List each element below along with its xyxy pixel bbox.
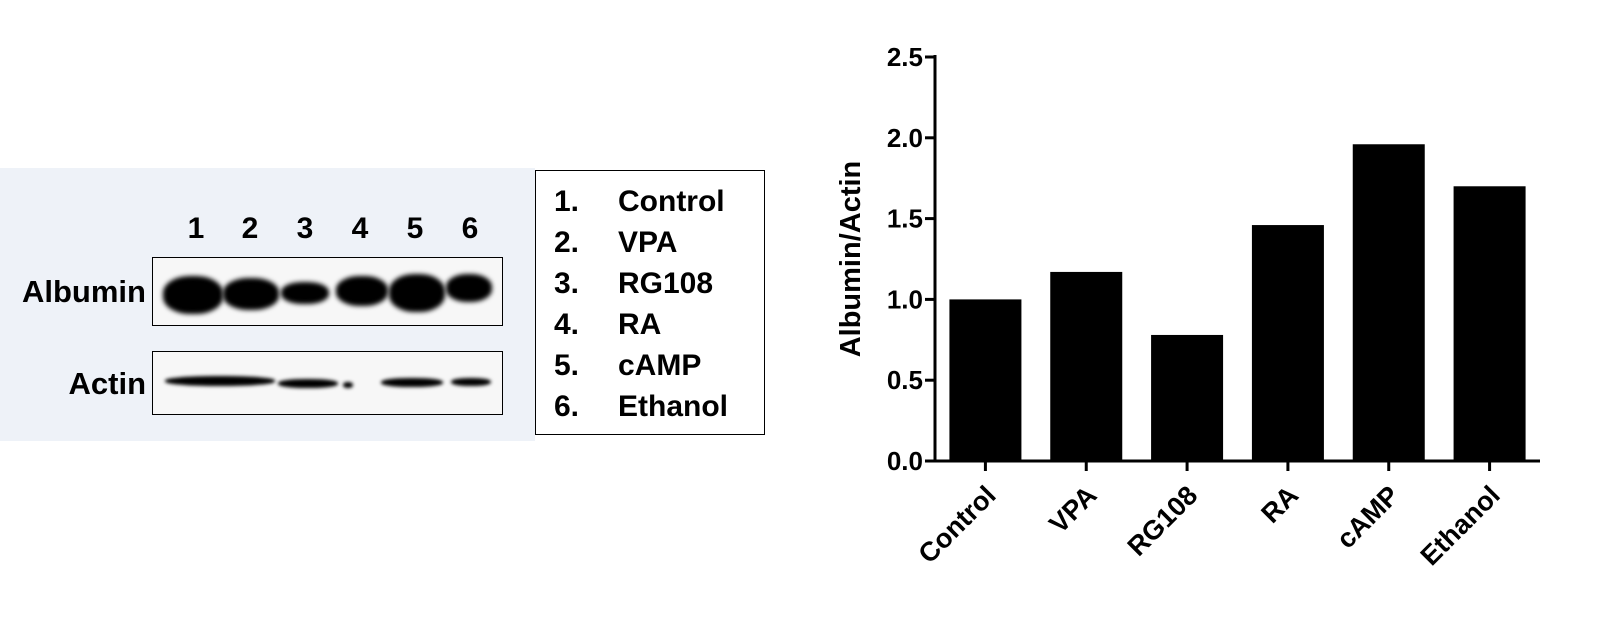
lane-label: 5: [406, 212, 424, 245]
lane-label: 3: [296, 212, 314, 245]
albumin-blot-image: [152, 257, 503, 326]
x-tick-label: VPA: [1043, 480, 1102, 539]
bar-rg108: [1151, 334, 1224, 461]
legend-item: 3. RG108: [554, 267, 714, 300]
actin-band: [165, 376, 275, 386]
actin-band: [381, 378, 443, 387]
actin-band: [451, 378, 491, 386]
x-tick-label: RA: [1255, 480, 1304, 529]
actin-row-label: Actin: [68, 366, 147, 401]
lane-label: 1: [187, 212, 205, 245]
legend-item: 1. Control: [554, 185, 725, 218]
legend-item: 6. Ethanol: [554, 390, 728, 423]
y-axis-label: Albumin/Actin: [835, 161, 867, 358]
actin-band: [278, 379, 338, 388]
y-tick-label: 0.0: [887, 446, 923, 476]
albumin-band: [223, 278, 279, 310]
y-tick-label: 1.0: [887, 284, 923, 314]
actin-blot-image: [152, 351, 503, 415]
legend-item: 4. RA: [554, 308, 662, 341]
albumin-band: [163, 276, 223, 314]
bar-ethanol: [1453, 186, 1526, 461]
albumin-band: [389, 274, 445, 312]
albumin-band: [281, 282, 329, 304]
lane-label: 2: [241, 212, 259, 245]
bar-vpa: [1050, 271, 1123, 461]
legend-item: 2. VPA: [554, 226, 678, 259]
y-tick-label: 2.5: [887, 42, 923, 72]
y-tick-label: 1.5: [887, 204, 923, 234]
bar-control: [949, 299, 1022, 461]
y-tick-label: 2.0: [887, 123, 923, 153]
x-tick-label: Control: [913, 480, 1002, 569]
lane-legend: 1. Control 2. VPA 3. RG108 4. RA 5. cAMP 6. Et…: [535, 170, 765, 435]
lane-label: 6: [461, 212, 479, 245]
bar-ra: [1251, 225, 1324, 461]
x-tick-label: RG108: [1122, 480, 1204, 562]
albumin-row-label: Albumin: [22, 274, 146, 309]
lane-label: 4: [351, 212, 369, 245]
x-tick-label: Ethanol: [1415, 480, 1506, 571]
legend-item: 5. cAMP: [554, 349, 702, 382]
albumin-band: [446, 274, 492, 302]
bar-camp: [1352, 144, 1425, 461]
actin-band: [343, 382, 353, 388]
albumin-band: [336, 276, 388, 306]
y-tick-label: 0.5: [887, 365, 923, 395]
x-tick-label: cAMP: [1331, 480, 1405, 554]
